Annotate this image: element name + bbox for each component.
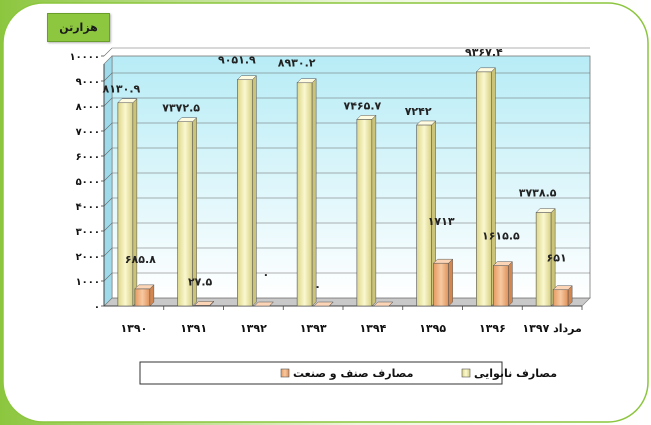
data-label-industry: ۱۷۱۳ — [428, 215, 455, 228]
bar-industry — [134, 284, 155, 307]
bar-bakery — [177, 117, 198, 307]
data-label-industry: ۱۶۱۵.۵ — [482, 230, 520, 243]
y-tick-label: ۹۰۰۰ — [76, 77, 100, 88]
bar-industry — [373, 301, 394, 307]
data-label-bakery: ۹۰۵۱.۹ — [218, 54, 256, 67]
data-label-industry: ۰ — [314, 280, 321, 293]
data-label-bakery: ۹۳۶۷.۴ — [465, 46, 503, 59]
x-tick-label: ۱۳۹۳ — [300, 322, 327, 335]
plot-floor — [103, 297, 591, 307]
gridline — [103, 72, 590, 82]
data-label-bakery: ۳۷۳۸.۵ — [519, 187, 557, 200]
y-tick-label: ۱۰۰۰۰ — [69, 52, 100, 63]
y-tick-label: ۱۰۰۰ — [76, 277, 100, 288]
data-label-industry: ۶۵۱ — [547, 252, 567, 265]
gridline — [103, 47, 590, 57]
bar-industry — [253, 301, 274, 307]
x-tick-label: ۱۳۹۵ — [419, 322, 446, 335]
data-label-industry: ۶۸۵.۸ — [125, 253, 156, 266]
data-label-bakery: ۸۹۳۰.۲ — [278, 57, 316, 70]
bar-industry — [194, 300, 215, 307]
data-label-bakery: ۸۱۳۰.۹ — [103, 83, 141, 96]
bar-bakery — [296, 78, 317, 307]
y-tick-label: ۲۰۰۰ — [76, 252, 100, 263]
x-tick-label: ۱۳۹۲ — [240, 322, 267, 335]
x-tick-label: ۱۳۹۰ — [120, 322, 147, 335]
bar-industry — [552, 285, 573, 307]
y-tick-label: ۴۰۰۰ — [76, 202, 100, 213]
y-tick-label: ۳۰۰۰ — [76, 227, 100, 238]
x-tick-label: ۱۳۹۱ — [180, 322, 207, 335]
x-tick-label: ۱۳۹۶ — [479, 322, 506, 335]
data-label-industry: ۰ — [263, 268, 270, 281]
data-label-bakery: ۷۴۶۵.۷ — [344, 99, 382, 112]
gridline — [103, 97, 590, 107]
y-tick-label: ۷۰۰۰ — [76, 127, 100, 138]
legend-swatch — [461, 368, 471, 378]
bar-bakery — [356, 114, 377, 307]
legend-label: مصارف صنف و صنعت — [293, 367, 413, 380]
bar-bakery — [475, 67, 496, 307]
bar-industry — [313, 301, 334, 307]
y-tick-label: ۵۰۰۰ — [76, 177, 100, 188]
unit-label: هزارتن — [47, 13, 110, 42]
x-tick-label: ۱۳۹۴ — [359, 322, 386, 335]
x-tick-label: مرداد ۱۳۹۷ — [522, 322, 581, 335]
y-tick-label: ۰ — [94, 302, 100, 313]
bar-industry — [433, 258, 454, 307]
data-label-bakery: ۷۲۴۲ — [405, 105, 432, 118]
legend-swatch — [280, 368, 290, 378]
legend-label: مصارف نانوایی — [474, 367, 557, 380]
data-label-industry: ۲۷.۵ — [188, 275, 213, 288]
legend — [139, 361, 503, 385]
bar-bakery — [117, 98, 138, 307]
y-tick-label: ۶۰۰۰ — [76, 152, 100, 163]
bar-bakery — [236, 75, 257, 307]
y-tick-label: ۸۰۰۰ — [76, 102, 100, 113]
data-label-bakery: ۷۳۷۲.۵ — [162, 102, 200, 115]
bar-industry — [492, 261, 513, 307]
bar-bakery — [416, 120, 437, 307]
